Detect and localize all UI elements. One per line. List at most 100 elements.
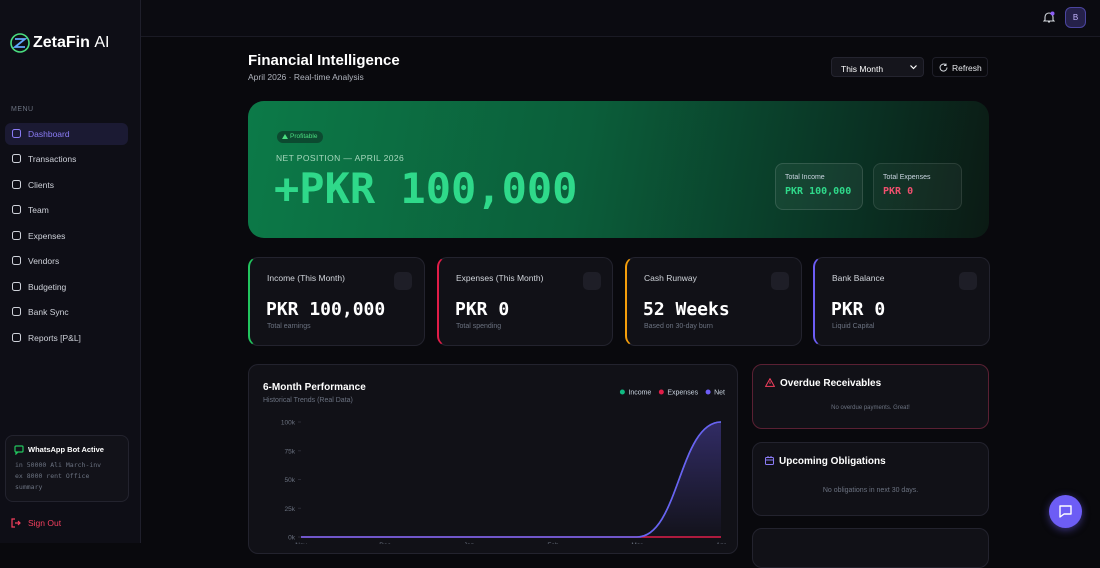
nav-item[interactable]: Bank Sync (28, 307, 69, 317)
topbar: B (141, 0, 1100, 37)
whatsapp-icon (14, 445, 24, 455)
card-title: Bank Balance (832, 273, 885, 283)
page-subtitle: April 2026 · Real-time Analysis (248, 72, 364, 82)
expenses-box-label: Total Expenses (883, 174, 931, 181)
x-tick-label: Nov (295, 542, 307, 544)
upcoming-title: Upcoming Obligations (779, 456, 886, 467)
calendar-icon (765, 456, 774, 465)
overdue-title: Overdue Receivables (780, 378, 882, 389)
badge-text: Profitable (290, 133, 318, 140)
card-icon (959, 272, 977, 290)
legend-label: Expenses (667, 390, 698, 397)
page-title: Financial Intelligence (248, 52, 400, 69)
nav-icon-shape (12, 180, 21, 189)
legend-swatch (619, 389, 625, 395)
nav-icon (12, 231, 21, 240)
legend-swatch (705, 389, 711, 395)
nav-icon (12, 256, 21, 265)
x-tick-label: Feb (547, 542, 559, 544)
x-tick-label: Mar (631, 542, 643, 544)
x-tick-label: Jan (464, 542, 475, 544)
hero-label: NET POSITION — APRIL 2026 (276, 153, 405, 163)
whatsapp-lines: in 50000 Ali March-inv ex 8000 rent Offic… (15, 460, 101, 493)
sidebar: ZetaFin AI MENU WhatsApp Bot Active in 5… (0, 0, 141, 543)
nav-icon-shape (12, 129, 21, 138)
brand-suffix: AI (94, 34, 110, 51)
nav-item[interactable]: Clients (28, 180, 54, 190)
income-box-value: PKR 100,000 (785, 186, 852, 197)
expenses-box-value: PKR 0 (883, 186, 914, 197)
card-title: Expenses (This Month) (456, 273, 544, 283)
nav-icon-shape (12, 231, 21, 240)
nav-item[interactable]: Budgeting (28, 282, 67, 292)
card-title: Income (This Month) (267, 273, 345, 283)
nav-icon-shape (12, 282, 21, 291)
nav-item[interactable]: Vendors (28, 256, 60, 266)
whatsapp-line: ex 8000 rent Office (15, 472, 90, 480)
chat-icon (1059, 505, 1072, 518)
avatar[interactable]: B (1065, 7, 1086, 28)
whatsapp-title: WhatsApp Bot Active (28, 445, 104, 454)
stat-card: Cash Runway 52 Weeks Based on 30-day burn (625, 257, 802, 346)
card-sub: Total spending (456, 323, 502, 330)
refresh-button[interactable]: Refresh (932, 57, 988, 77)
card-value: 52 Weeks (643, 299, 730, 320)
card-title: Cash Runway (644, 273, 697, 283)
y-tick-label: 75k (285, 448, 296, 455)
chat-button[interactable] (1049, 495, 1082, 528)
nav-icon (12, 307, 21, 316)
y-tick-label: 25k (285, 506, 296, 513)
legend-label: Net (714, 390, 725, 397)
card-icon (771, 272, 789, 290)
menu-label: MENU (11, 106, 34, 113)
chart-panel: 6-Month Performance Historical Trends (Re… (248, 364, 738, 554)
card-value: PKR 0 (831, 299, 886, 320)
nav-item[interactable]: Transactions (28, 154, 77, 164)
nav-icon (12, 282, 21, 291)
card-sub: Total earnings (267, 323, 311, 330)
bell-icon[interactable] (1043, 11, 1055, 24)
card-icon (583, 272, 601, 290)
nav-item[interactable]: Dashboard (5, 123, 128, 145)
whatsapp-line: in 50000 Ali March-inv (15, 461, 102, 469)
chart: 6-Month Performance Historical Trends (Re… (263, 382, 727, 544)
upcoming-empty: No obligations in next 30 days. (822, 487, 919, 494)
income-box: Total Income PKR 100,000 (775, 163, 863, 210)
chart-subtitle: Historical Trends (Real Data) (263, 397, 353, 404)
legend-swatch (658, 389, 664, 395)
brand: ZetaFin AI (33, 34, 109, 52)
nav-icon (12, 333, 21, 342)
legend-label: Income (628, 390, 651, 397)
card-value: PKR 100,000 (266, 299, 386, 320)
nav-icon-shape (12, 256, 21, 265)
nav-item[interactable]: Reports [P&L] (28, 333, 81, 343)
sign-out[interactable]: Sign Out (28, 518, 62, 528)
upcoming-panel: Upcoming Obligations No obligations in n… (752, 442, 989, 516)
refresh-icon (939, 63, 948, 72)
profit-badge: Profitable (277, 131, 324, 143)
stat-card: Bank Balance PKR 0 Liquid Capital (813, 257, 990, 346)
period-select[interactable]: This Month (831, 57, 924, 77)
y-tick-label: 100k (281, 420, 296, 427)
period-text: This Month (841, 64, 884, 74)
warning-icon (765, 378, 775, 387)
nav-item[interactable]: Team (28, 205, 49, 215)
series-line (300, 421, 722, 538)
nav-icon-shape (12, 154, 21, 163)
card-sub: Based on 30-day burn (644, 323, 713, 330)
hero: Profitable NET POSITION — APRIL 2026 +PK… (248, 101, 989, 238)
nav-icon (12, 154, 21, 163)
whatsapp-line: summary (15, 483, 43, 491)
nav-item[interactable]: Expenses (28, 231, 66, 241)
y-tick-label: 0k (288, 535, 296, 542)
chevron (910, 65, 917, 70)
expenses-box: Total Expenses PKR 0 (873, 163, 962, 210)
x-tick-label: Dec (379, 542, 391, 544)
y-tick-label: 50k (285, 477, 296, 484)
overdue-empty: No overdue payments. Great! (831, 405, 910, 411)
nav-icon (12, 205, 21, 214)
refresh-text: Refresh (952, 63, 982, 73)
area (301, 422, 721, 537)
